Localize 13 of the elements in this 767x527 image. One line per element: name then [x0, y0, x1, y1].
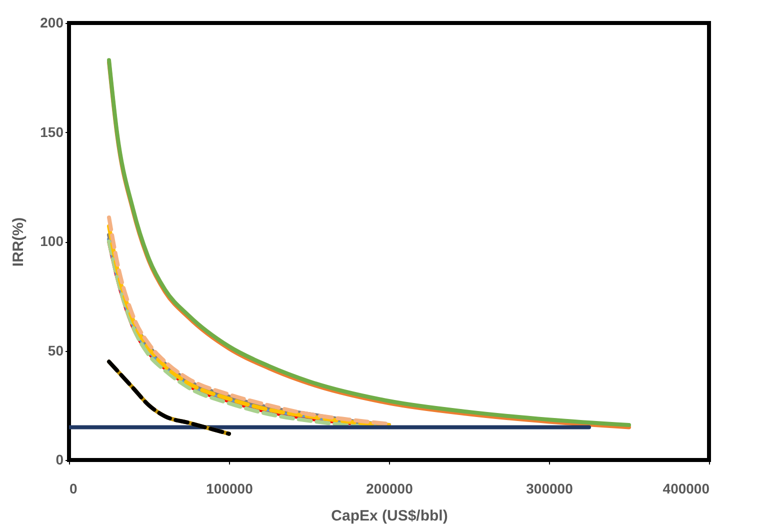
- y-tick-label: 100: [40, 233, 64, 249]
- y-axis-title: IRR(%): [10, 217, 28, 267]
- x-axis-title: CapEx (US$/bbl): [331, 508, 448, 524]
- x-tick-label: 100000: [206, 480, 254, 496]
- y-tick-label: 0: [56, 452, 64, 468]
- x-tick-label: 300000: [526, 480, 574, 496]
- y-tick-label: 50: [48, 342, 64, 358]
- y-tick-label: 150: [40, 124, 64, 140]
- x-tick-label: 400000: [662, 480, 710, 496]
- line-series: [107, 360, 231, 436]
- x-tick-label: 200000: [366, 480, 414, 496]
- y-tick-label: 200: [40, 14, 64, 30]
- x-tick-label: 0: [70, 480, 78, 496]
